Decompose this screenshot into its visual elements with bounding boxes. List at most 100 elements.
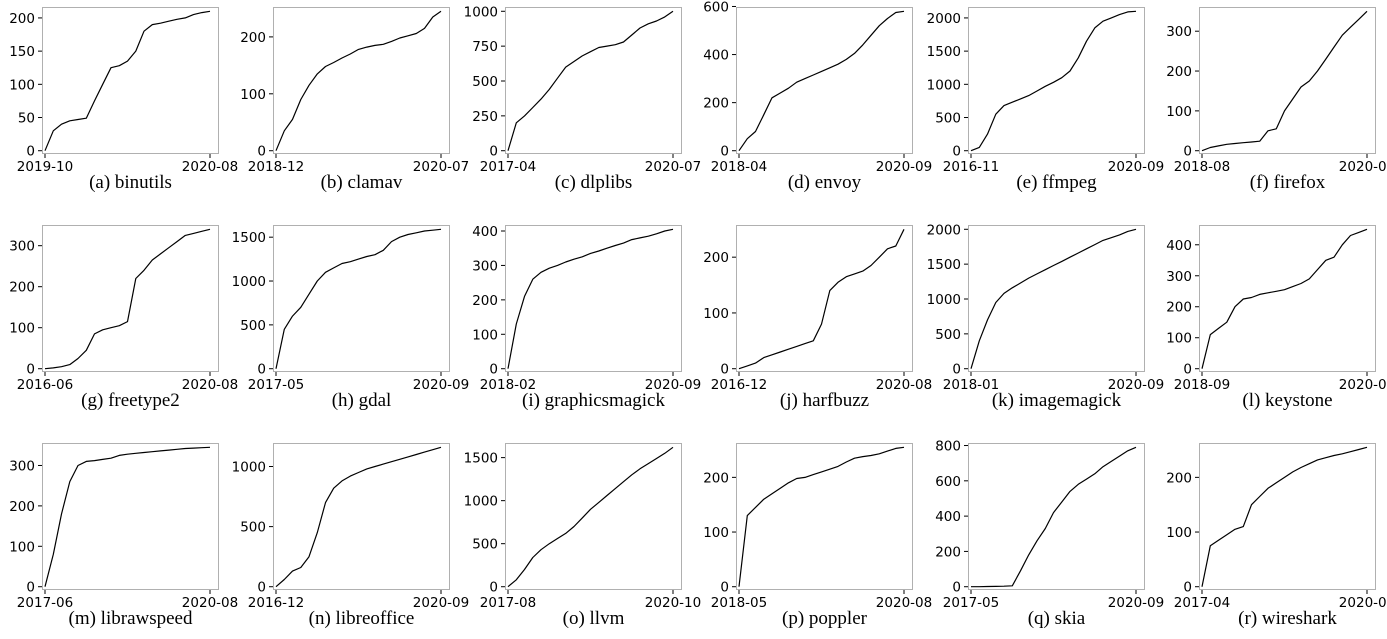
line-chart: 0 500 1000 1500 2017-05 2020-09 <box>232 225 469 393</box>
chart-panel: 0 100 200 2018-05 2020-08 <box>703 443 932 611</box>
chart-panel: 0 100 200 300 2017-06 2020-08 <box>9 443 238 611</box>
plot-frame <box>736 443 913 590</box>
y-tick-label: 1500 <box>927 257 961 273</box>
y-tick-label: 200 <box>1166 300 1192 316</box>
chart-caption: (c) dlplibs <box>554 172 633 193</box>
chart-panel: 0 500 1000 1500 2017-05 2020-09 <box>232 225 469 393</box>
series-line <box>507 10 674 151</box>
plot-frame <box>736 7 913 154</box>
x-tick-label: 2020-08 <box>876 595 932 611</box>
series-line <box>970 228 1137 369</box>
chart-panel: 0 200 400 600 2018-04 2020-09 <box>703 0 932 175</box>
y-tick-label: 200 <box>9 11 35 27</box>
y-tick-label: 750 <box>472 39 498 55</box>
chart-panel: 0 500 1000 1500 2017-08 2020-10 <box>464 443 701 611</box>
chart-caption: (f) firefox <box>1249 172 1326 193</box>
y-tick-label: 0 <box>26 580 35 596</box>
y-tick-label: 600 <box>703 0 729 15</box>
x-tick-label: 2020-07 <box>645 159 701 175</box>
y-tick-label: 100 <box>9 321 35 337</box>
y-tick-label: 500 <box>935 327 961 343</box>
y-tick-label: 1000 <box>232 274 266 290</box>
y-tick-label: 0 <box>952 362 961 378</box>
y-tick-label: 2000 <box>927 11 961 27</box>
x-tick-label: 2020-09 <box>1108 159 1164 175</box>
x-tick-label: 2020-09 <box>413 595 469 611</box>
x-tick-label: 2020-09 <box>645 377 701 393</box>
y-tick-label: 200 <box>703 250 729 266</box>
y-tick-label: 1000 <box>464 494 498 510</box>
x-tick-label: 2020-09 <box>1108 377 1164 393</box>
y-tick-label: 0 <box>720 362 729 378</box>
chart-caption: (o) llvm <box>562 608 625 629</box>
y-tick-label: 100 <box>1166 104 1192 120</box>
x-tick-label: 2020-10 <box>645 595 701 611</box>
y-tick-label: 0 <box>1183 362 1192 378</box>
chart-panel: 0 500 1000 2016-12 2020-09 <box>232 443 469 611</box>
plot-frame <box>42 225 219 372</box>
y-tick-label: 100 <box>9 77 35 93</box>
series-line <box>1201 10 1368 152</box>
y-tick-label: 300 <box>9 239 35 255</box>
y-tick-label: 100 <box>1166 525 1192 541</box>
y-tick-label: 0 <box>26 144 35 160</box>
y-tick-label: 500 <box>472 537 498 553</box>
y-tick-label: 500 <box>472 74 498 90</box>
chart-caption: (k) imagemagick <box>991 390 1122 411</box>
chart-panel: 0 100 200 2017-04 2020-07 <box>1166 443 1387 611</box>
line-chart: 0 250 500 750 1000 2017-04 2020-07 <box>464 4 702 175</box>
y-tick-label: 400 <box>935 509 961 525</box>
series-line <box>275 10 442 151</box>
y-tick-label: 0 <box>257 580 266 596</box>
y-tick-label: 0 <box>26 362 35 378</box>
x-tick-label: 2017-04 <box>480 159 536 175</box>
x-tick-label: 2020-09 <box>1339 159 1387 175</box>
y-tick-label: 300 <box>1166 24 1192 40</box>
y-tick-label: 600 <box>935 474 961 490</box>
series-line <box>1201 228 1368 369</box>
x-tick-label: 2016-11 <box>943 159 999 175</box>
plot-frame <box>42 7 219 154</box>
plot-frame <box>968 443 1145 590</box>
y-tick-label: 0 <box>489 144 498 160</box>
x-tick-label: 2017-04 <box>1174 595 1230 611</box>
y-tick-label: 1500 <box>464 451 498 467</box>
y-tick-label: 500 <box>240 318 266 334</box>
y-tick-label: 400 <box>703 48 729 64</box>
chart-caption: (m) librawspeed <box>68 608 193 629</box>
chart-caption: (l) keystone <box>1242 390 1333 411</box>
line-chart: 0 100 200 2016-12 2020-08 <box>703 225 932 393</box>
y-tick-label: 800 <box>935 439 961 455</box>
y-tick-label: 1000 <box>927 292 961 308</box>
plot-frame <box>1199 443 1376 590</box>
chart-caption: (p) poppler <box>782 608 867 629</box>
y-tick-label: 200 <box>703 96 729 112</box>
y-tick-label: 100 <box>1166 331 1192 347</box>
plot-frame <box>505 7 682 154</box>
line-chart: 0 200 400 600 2018-04 2020-09 <box>703 0 932 175</box>
chart-caption: (e) ffmpeg <box>1016 172 1097 193</box>
series-line <box>970 10 1137 152</box>
y-tick-label: 100 <box>472 327 498 343</box>
x-tick-label: 2020-09 <box>413 377 469 393</box>
x-tick-label: 2017-05 <box>248 377 304 393</box>
series-line <box>738 10 905 152</box>
y-tick-label: 0 <box>1183 580 1192 596</box>
x-tick-label: 2017-06 <box>17 595 73 611</box>
plot-frame <box>273 443 450 590</box>
y-tick-label: 200 <box>703 470 729 486</box>
y-tick-label: 50 <box>18 111 35 127</box>
chart-panel: 0 100 200 300 400 2018-09 2020-09 <box>1166 225 1387 393</box>
x-tick-label: 2020-08 <box>182 595 238 611</box>
line-chart: 0 50 100 150 200 2019-10 2020-08 <box>9 7 238 175</box>
plot-frame <box>1199 225 1376 372</box>
y-tick-label: 0 <box>1183 144 1192 160</box>
y-tick-label: 1500 <box>927 44 961 60</box>
y-tick-label: 200 <box>240 30 266 46</box>
x-tick-label: 2020-07 <box>1339 595 1387 611</box>
x-tick-label: 2018-04 <box>711 159 767 175</box>
y-tick-label: 500 <box>240 520 266 536</box>
chart-caption: (d) envoy <box>787 172 862 193</box>
x-tick-label: 2018-05 <box>711 595 767 611</box>
